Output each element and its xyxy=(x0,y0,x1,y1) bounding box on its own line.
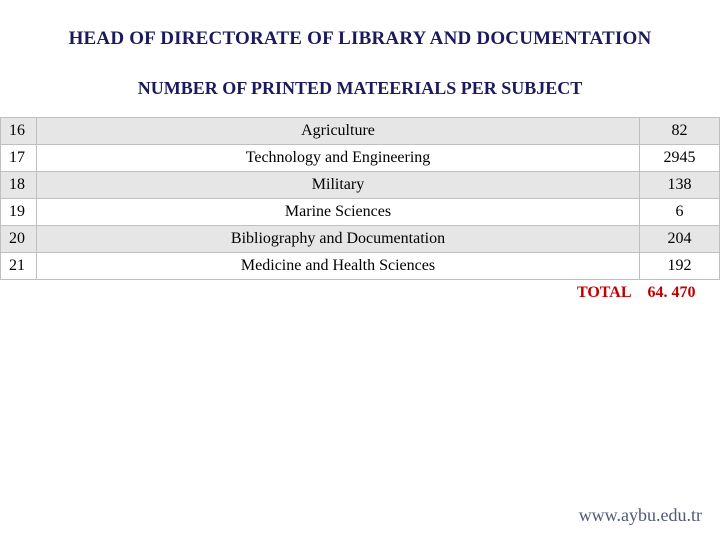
row-subject: Medicine and Health Sciences xyxy=(37,253,640,280)
row-subject: Technology and Engineering xyxy=(37,145,640,172)
row-index: 18 xyxy=(1,172,37,199)
row-value: 138 xyxy=(640,172,720,199)
row-index: 17 xyxy=(1,145,37,172)
footer-url: www.aybu.edu.tr xyxy=(579,505,702,526)
table-row: 17 Technology and Engineering 2945 xyxy=(1,145,720,172)
row-index: 20 xyxy=(1,226,37,253)
section-title: NUMBER OF PRINTED MATEERIALS PER SUBJECT xyxy=(0,64,720,113)
row-subject: Agriculture xyxy=(37,118,640,145)
materials-table: 16 Agriculture 82 17 Technology and Engi… xyxy=(0,117,720,306)
table-row: 20 Bibliography and Documentation 204 xyxy=(1,226,720,253)
row-value: 204 xyxy=(640,226,720,253)
table-row: 19 Marine Sciences 6 xyxy=(1,199,720,226)
row-value: 192 xyxy=(640,253,720,280)
row-subject: Bibliography and Documentation xyxy=(37,226,640,253)
row-subject: Marine Sciences xyxy=(37,199,640,226)
table-row: 21 Medicine and Health Sciences 192 xyxy=(1,253,720,280)
row-index: 19 xyxy=(1,199,37,226)
total-value: 64. 470 xyxy=(640,280,720,307)
total-label: TOTAL xyxy=(37,280,640,307)
page-title: HEAD OF DIRECTORATE OF LIBRARY AND DOCUM… xyxy=(0,0,720,64)
table-row: 16 Agriculture 82 xyxy=(1,118,720,145)
total-row: TOTAL 64. 470 xyxy=(1,280,720,307)
row-subject: Military xyxy=(37,172,640,199)
row-value: 82 xyxy=(640,118,720,145)
table-row: 18 Military 138 xyxy=(1,172,720,199)
row-value: 2945 xyxy=(640,145,720,172)
row-value: 6 xyxy=(640,199,720,226)
row-index: 21 xyxy=(1,253,37,280)
row-index: 16 xyxy=(1,118,37,145)
